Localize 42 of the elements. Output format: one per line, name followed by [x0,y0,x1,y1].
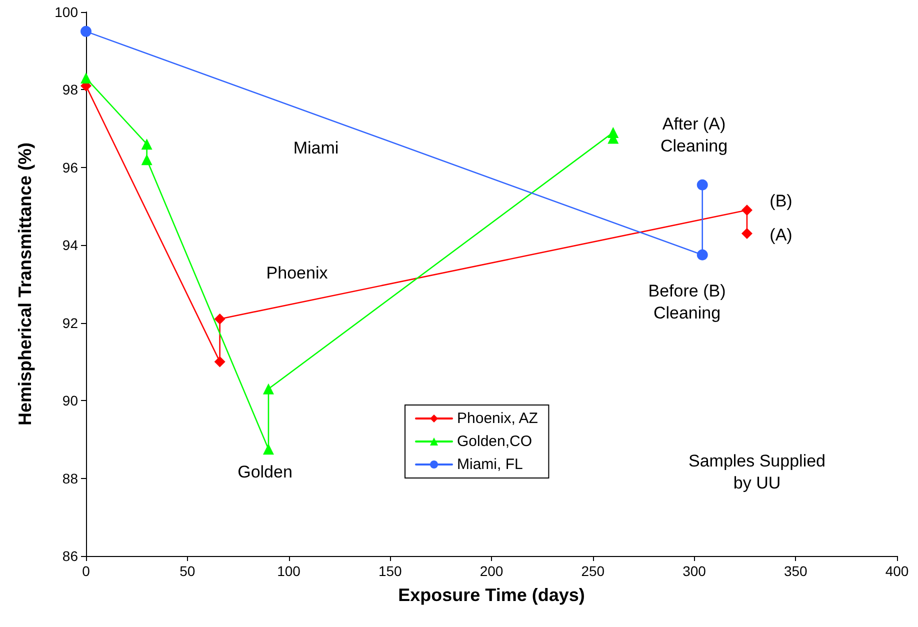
annotation: Before (B) Cleaning [648,282,726,322]
annotation: (B) [770,192,792,210]
point [696,179,708,190]
legend-label: Phoenix, AZ [457,410,538,427]
x-tick-label: 200 [480,563,504,579]
point [141,154,152,166]
annotation: Samples Supplied by UU [688,452,826,492]
point [262,444,274,455]
point [696,249,708,260]
annotation: Golden [238,462,292,482]
x-tick-label: 0 [82,563,90,579]
point [214,356,226,368]
y-tick-label: 94 [62,237,78,254]
y-tick-label: 88 [62,470,78,486]
point [80,72,92,84]
legend-label: Miami, FL [457,456,523,473]
y-tick-label: 86 [62,548,78,564]
point [741,204,752,216]
annotation: (A) [770,226,792,244]
y-tick-label: 98 [62,82,78,98]
point [80,26,92,37]
x-tick-label: 50 [180,563,196,579]
x-tick-label: 150 [378,563,402,579]
x-tick-label: 300 [682,563,706,579]
y-axis-title: Hemispherical Transmittance (%) [15,142,35,426]
legend-label: Golden,CO [457,433,532,450]
x-tick-label: 350 [784,563,808,579]
annotation: Miami [293,138,339,158]
x-axis-title: Exposure Time (days) [398,585,585,605]
x-tick-label: 100 [277,563,301,579]
annotation: After (A) Cleaning [660,114,728,156]
point [141,138,152,150]
point [262,383,274,394]
point [741,228,752,239]
y-tick-label: 96 [62,159,78,176]
y-tick-label: 90 [62,392,78,409]
x-tick-label: 400 [885,563,909,579]
y-tick-label: 100 [54,4,78,20]
annotation: Phoenix [266,264,328,282]
x-tick-label: 250 [581,563,605,579]
point [214,313,226,324]
y-tick-label: 92 [62,314,78,331]
